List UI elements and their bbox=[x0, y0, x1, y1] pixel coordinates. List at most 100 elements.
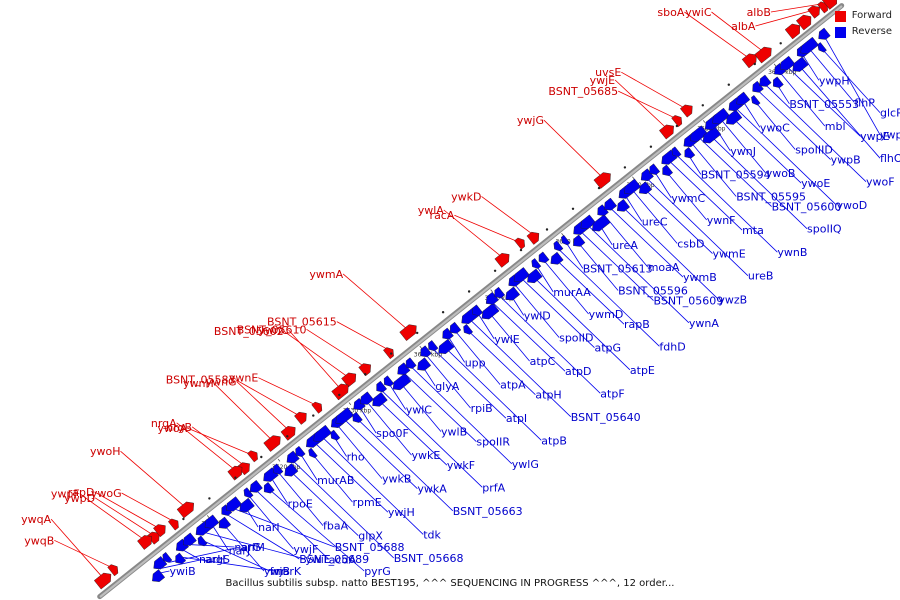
gene-forward-BSNT_05610 bbox=[358, 363, 371, 377]
gene-forward-ywnE bbox=[311, 401, 323, 414]
gene-label: ywzB bbox=[718, 293, 747, 306]
gene-label: BSNT_05594 bbox=[701, 168, 771, 181]
gene-reverse-ywpE bbox=[779, 55, 796, 71]
leader-line bbox=[501, 297, 601, 394]
gene-label: spoIIR bbox=[476, 436, 510, 449]
gene-reverse-ywlB bbox=[392, 373, 412, 391]
gene-label: atpD bbox=[565, 365, 592, 378]
gene-reverse-atpA bbox=[449, 321, 462, 334]
leader-line bbox=[279, 473, 324, 526]
gene-label: ywmD bbox=[589, 308, 624, 321]
gene-label: spo0F bbox=[376, 427, 409, 440]
small-feature-marker bbox=[286, 435, 289, 438]
small-feature-marker bbox=[467, 290, 471, 293]
leader-line bbox=[306, 328, 367, 368]
small-feature-marker bbox=[597, 186, 601, 190]
gene-label: BSNT_05610 bbox=[237, 323, 307, 336]
leader-line bbox=[560, 250, 660, 347]
gene-label: atpI bbox=[506, 412, 527, 425]
gene-reverse-ywjB bbox=[218, 516, 232, 529]
gene-label: ywnJ bbox=[730, 145, 756, 158]
gene-label: BSNT_05583 bbox=[166, 374, 236, 387]
gene-reverse-ywkA bbox=[335, 407, 355, 425]
gene-label: BSNT_05688 bbox=[335, 541, 405, 554]
gene-label: ywjE bbox=[590, 74, 616, 87]
leader-line bbox=[810, 50, 855, 103]
gene-label: ywkD bbox=[451, 190, 481, 203]
gene-reverse-atpF bbox=[494, 286, 506, 299]
leader-line bbox=[288, 329, 341, 389]
leader-line bbox=[770, 3, 823, 13]
gene-label: ywoG bbox=[91, 487, 122, 500]
gene-label: ywqA bbox=[21, 513, 51, 526]
gene-label: ywjB bbox=[264, 565, 290, 578]
leader-line bbox=[283, 330, 352, 380]
gene-reverse-BSNT_05594 bbox=[684, 147, 696, 159]
gene-label: albA bbox=[731, 20, 756, 33]
gene-label: rpiB bbox=[471, 402, 493, 415]
gene-label: spoIIID bbox=[795, 144, 833, 157]
gene-reverse-flhP bbox=[800, 36, 819, 54]
gene-label: arfM bbox=[240, 541, 265, 554]
leader-line bbox=[619, 203, 719, 300]
leader-line bbox=[663, 168, 708, 221]
gene-reverse-narI bbox=[239, 497, 255, 513]
gene-reverse-fdhD bbox=[553, 240, 564, 252]
leader-line bbox=[258, 377, 318, 407]
leader-line bbox=[236, 381, 289, 430]
leader-line bbox=[198, 538, 270, 572]
leader-line bbox=[434, 350, 507, 419]
gene-label: racA bbox=[430, 209, 455, 222]
gene-label: BSNT_05553 bbox=[789, 98, 859, 111]
gene-reverse-upp bbox=[442, 327, 454, 340]
gene-label: ureB bbox=[748, 270, 774, 283]
leader-line bbox=[187, 427, 255, 457]
gene-reverse-BSNT_05553 bbox=[773, 76, 784, 88]
gene-label: spoIID bbox=[559, 332, 593, 345]
gene-reverse-BSNT_05688 bbox=[226, 496, 243, 512]
gene-reverse-ureB bbox=[640, 168, 654, 182]
small-feature-marker bbox=[260, 455, 263, 459]
leader-line bbox=[543, 119, 604, 179]
gene-label: flhP bbox=[854, 96, 875, 109]
leader-line bbox=[618, 90, 678, 120]
leader-line bbox=[257, 491, 330, 560]
leader-line bbox=[700, 138, 772, 207]
leader-line bbox=[641, 185, 713, 254]
gene-label: atpF bbox=[600, 387, 624, 400]
small-feature-marker bbox=[571, 207, 575, 210]
gene-reverse-ywoC bbox=[736, 91, 751, 105]
leader-line bbox=[346, 420, 418, 489]
small-feature-marker bbox=[364, 373, 367, 376]
gene-label: narI bbox=[258, 521, 279, 534]
gene-label: ywoE bbox=[801, 177, 830, 190]
axis-tick-label: 3630 kbp bbox=[343, 408, 371, 415]
gene-reverse-ywjF bbox=[243, 487, 254, 499]
gene-label: BSNT_05685 bbox=[548, 85, 618, 98]
leader-line bbox=[427, 356, 471, 409]
leader-line bbox=[766, 85, 867, 182]
gene-reverse-atpG bbox=[513, 267, 530, 283]
gene-label: rho bbox=[347, 451, 365, 464]
gene-label: ywpD bbox=[64, 492, 95, 505]
leader-line bbox=[336, 321, 389, 350]
axis-tick bbox=[561, 232, 564, 236]
gene-reverse-ywmC bbox=[649, 163, 661, 175]
gene-reverse-csbD bbox=[624, 178, 642, 195]
gene-reverse-fnr bbox=[197, 535, 208, 547]
gene-reverse-rpiB bbox=[420, 345, 432, 358]
gene-label: ywnH bbox=[183, 377, 214, 390]
small-feature-marker bbox=[493, 269, 497, 272]
gene-label: narG bbox=[234, 541, 261, 554]
gene-label: argS bbox=[205, 553, 230, 566]
small-feature-marker bbox=[390, 352, 393, 355]
leader-line bbox=[614, 79, 667, 129]
leader-line bbox=[545, 262, 589, 315]
gene-label: ywlG bbox=[512, 458, 539, 471]
gene-label: ywoD bbox=[837, 199, 868, 212]
leader-line bbox=[523, 279, 595, 348]
leader-line bbox=[478, 315, 495, 340]
gene-label: ywlD bbox=[524, 309, 551, 322]
leader-line bbox=[711, 11, 764, 52]
gene-reverse-ywoB bbox=[712, 107, 731, 125]
